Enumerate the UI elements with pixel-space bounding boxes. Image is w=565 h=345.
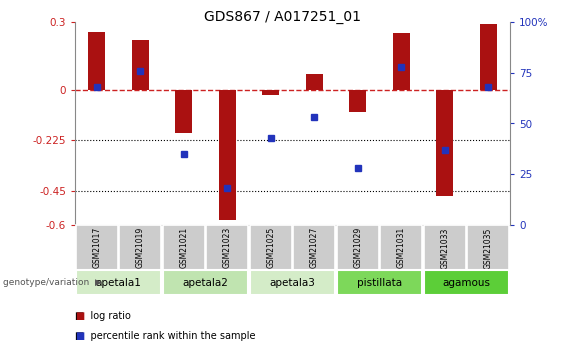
Bar: [436, 90, 454, 196]
Text: apetala1: apetala1: [95, 277, 141, 287]
Bar: [163, 225, 205, 270]
Bar: [76, 225, 118, 270]
Bar: [250, 270, 335, 295]
Bar: [119, 225, 161, 270]
Text: GSM21031: GSM21031: [397, 227, 406, 268]
Text: GSM21017: GSM21017: [92, 227, 101, 268]
Bar: [219, 90, 236, 220]
Text: ■  log ratio: ■ log ratio: [75, 311, 131, 321]
Bar: [380, 225, 422, 270]
Bar: [306, 74, 323, 90]
Bar: [132, 40, 149, 90]
Bar: [467, 225, 509, 270]
Bar: [250, 225, 292, 270]
Bar: [88, 32, 106, 90]
Bar: [262, 90, 280, 95]
Bar: [480, 24, 497, 90]
Bar: [337, 225, 379, 270]
Text: pistillata: pistillata: [357, 277, 402, 287]
Text: ■  percentile rank within the sample: ■ percentile rank within the sample: [75, 332, 255, 342]
Bar: [424, 270, 509, 295]
Bar: [337, 270, 422, 295]
Text: apetala2: apetala2: [182, 277, 228, 287]
Text: agamous: agamous: [442, 277, 490, 287]
Bar: [206, 225, 248, 270]
Bar: [424, 225, 466, 270]
Bar: [293, 225, 335, 270]
Bar: [163, 270, 248, 295]
Text: GSM21029: GSM21029: [353, 227, 362, 268]
Text: ■: ■: [75, 332, 84, 342]
Text: GSM21033: GSM21033: [440, 227, 449, 269]
Bar: [175, 90, 193, 132]
Text: GSM21023: GSM21023: [223, 227, 232, 268]
Text: genotype/variation  ▶: genotype/variation ▶: [3, 278, 102, 287]
Bar: [76, 270, 161, 295]
Text: ■: ■: [75, 311, 84, 321]
Text: GSM21035: GSM21035: [484, 227, 493, 269]
Text: GSM21021: GSM21021: [179, 227, 188, 268]
Bar: [393, 33, 410, 90]
Text: GSM21025: GSM21025: [266, 227, 275, 268]
Bar: [349, 90, 367, 112]
Text: GSM21027: GSM21027: [310, 227, 319, 268]
Text: GSM21019: GSM21019: [136, 227, 145, 268]
Text: GDS867 / A017251_01: GDS867 / A017251_01: [204, 10, 361, 24]
Text: apetala3: apetala3: [270, 277, 315, 287]
